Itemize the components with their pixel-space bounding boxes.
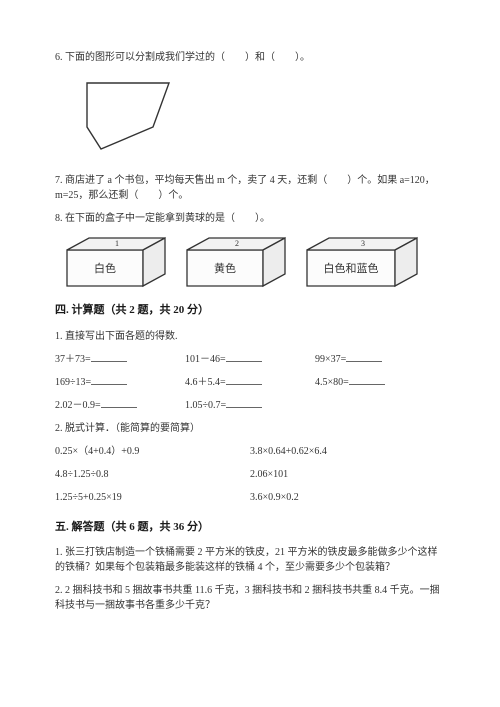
q8-text: 8. 在下面的盒子中一定能拿到黄球的是（ ）。: [55, 213, 270, 224]
question-6: 6. 下面的图形可以分割成我们学过的（ ）和（ ）。: [55, 50, 445, 65]
calc-1c: 99×37=: [315, 354, 346, 365]
pair-2b: 2.06×101: [250, 467, 445, 482]
pair-3a: 1.25÷5+0.25×19: [55, 490, 250, 505]
pentagon-shape: [81, 77, 445, 155]
box-1-number: 1: [115, 239, 119, 248]
pair-1b: 3.8×0.64+0.62×6.4: [250, 444, 445, 459]
calc-3b: 1.05÷0.7=: [185, 400, 226, 411]
pair-row-2: 4.8÷1.25÷0.8 2.06×101: [55, 467, 445, 482]
box-1: 1 白色: [65, 236, 173, 288]
blank: [226, 375, 262, 385]
box-2-number: 2: [235, 239, 239, 248]
section4-q1: 1. 直接写出下面各题的得数.: [55, 329, 445, 344]
boxes-row: 1 白色 2 黄色 3 白色和蓝色: [65, 236, 445, 288]
section-4-title: 四. 计算题（共 2 题，共 20 分）: [55, 302, 445, 319]
calc-2a: 169÷13=: [55, 377, 91, 388]
box-3-number: 3: [361, 239, 365, 248]
pair-3b: 3.6×0.9×0.2: [250, 490, 445, 505]
pair-row-1: 0.25×（4+0.4）+0.9 3.8×0.64+0.62×6.4: [55, 444, 445, 459]
blank: [101, 398, 137, 408]
blank: [226, 352, 262, 362]
blank: [346, 352, 382, 362]
blank: [226, 398, 262, 408]
pair-1a: 0.25×（4+0.4）+0.9: [55, 444, 250, 459]
box-3: 3 白色和蓝色: [305, 236, 425, 288]
box-1-label: 白色: [94, 261, 116, 275]
section4-q2: 2. 脱式计算．（能简算的要简算）: [55, 421, 445, 436]
q7-text: 7. 商店进了 a 个书包，平均每天售出 m 个，卖了 4 天，还剩（ ）个。如…: [55, 175, 435, 201]
box-2: 2 黄色: [185, 236, 293, 288]
blank: [91, 375, 127, 385]
section5-q1: 1. 张三打铁店制造一个铁桶需要 2 平方米的铁皮，21 平方米的铁皮最多能做多…: [55, 545, 445, 575]
calc-2c: 4.5×80=: [315, 377, 349, 388]
question-8: 8. 在下面的盒子中一定能拿到黄球的是（ ）。: [55, 211, 445, 226]
blank: [349, 375, 385, 385]
pair-row-3: 1.25÷5+0.25×19 3.6×0.9×0.2: [55, 490, 445, 505]
calc-3a: 2.02－0.9=: [55, 400, 101, 411]
blank: [91, 352, 127, 362]
calc-2b: 4.6＋5.4=: [185, 377, 226, 388]
calc-1b: 101－46=: [185, 354, 226, 365]
q6-text: 6. 下面的图形可以分割成我们学过的（ ）和（ ）。: [55, 52, 310, 63]
box-2-label: 黄色: [214, 261, 236, 275]
question-7: 7. 商店进了 a 个书包，平均每天售出 m 个，卖了 4 天，还剩（ ）个。如…: [55, 173, 445, 203]
calc-row-2: 169÷13= 4.6＋5.4= 4.5×80=: [55, 375, 445, 390]
section5-q2: 2. 2 捆科技书和 5 捆故事书共重 11.6 千克，3 捆科技书和 2 捆科…: [55, 583, 445, 613]
box-3-label: 白色和蓝色: [324, 261, 379, 275]
calc-row-3: 2.02－0.9= 1.05÷0.7=: [55, 398, 445, 413]
pair-2a: 4.8÷1.25÷0.8: [55, 467, 250, 482]
calc-1a: 37＋73=: [55, 354, 91, 365]
calc-row-1: 37＋73= 101－46= 99×37=: [55, 352, 445, 367]
section-5-title: 五. 解答题（共 6 题，共 36 分）: [55, 519, 445, 536]
